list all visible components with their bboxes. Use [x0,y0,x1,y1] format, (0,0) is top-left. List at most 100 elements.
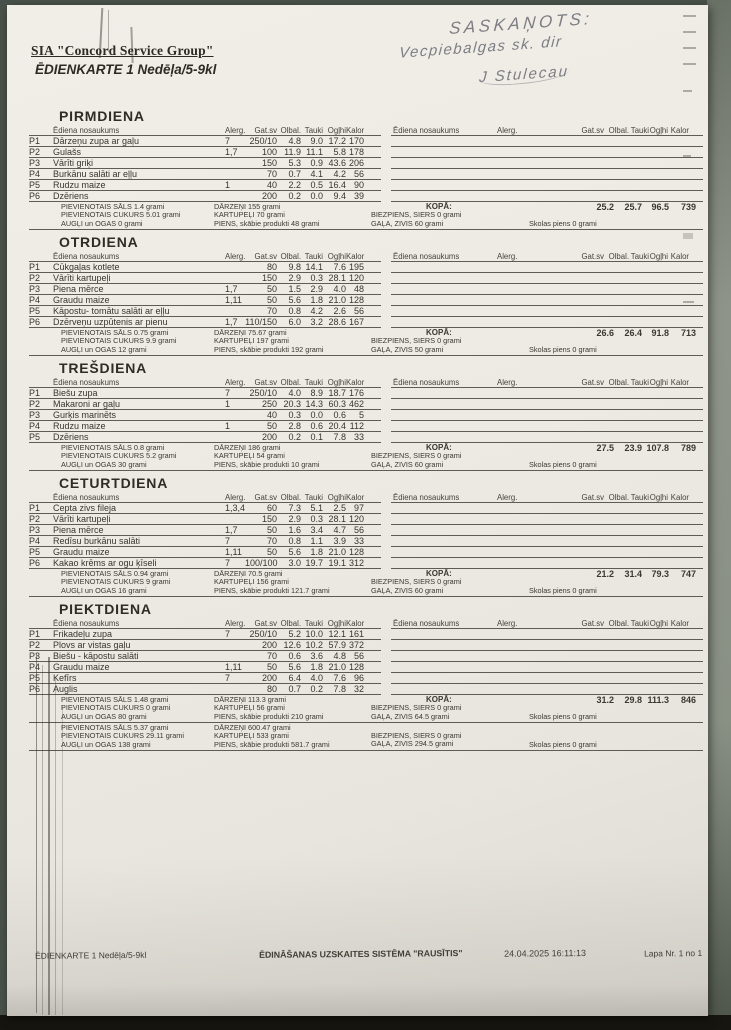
dish-code: P3 [29,409,41,420]
dish-name: Rudzu maize [53,179,106,190]
kopa-column: KOPĀ: BIEZPIENS, SIERS 0 grami GAĻA, ZIVIS… [371,443,462,469]
cell-alerg: 1,7 [225,524,238,535]
cell-oglhi: 7.6 [333,672,346,683]
cell-gatsv: 70 [266,650,277,661]
scan-shadow [7,856,708,1016]
cell-olbal: 6.0 [288,316,301,327]
col-header-kalor: Kalor [346,125,365,135]
dish-name: Vārīti kartupeļi [53,513,111,524]
cell-olbal: 20.3 [283,398,301,409]
cell-oglhi: 9.4 [333,190,346,201]
col-header-name: Ēdiena nosaukums [53,125,120,135]
scan-artifact [683,155,691,157]
col-header-name: Ēdiena nosaukums [393,618,460,628]
summary-line: AUGĻI un OGAS 138 grami [61,739,151,749]
col-header-tauki: Tauki [304,125,323,135]
cell-oglhi: 17.2 [328,135,346,146]
table-right-half: Ēdiena nosaukums Alerg. Gat.sv Olbal. Tauki O… [391,618,703,695]
dish-code: P2 [29,146,41,157]
table-row: P6 Auglis 80 0.7 0.2 7.8 32 [29,684,381,695]
table-row: P2 Vārīti kartupeļi 150 2.9 0.3 28.1 120 [29,273,381,284]
col-header-olbal: Olbal. [280,618,301,628]
cell-gatsv: 50 [266,661,277,672]
cell-kalor: 56 [353,650,364,661]
summary-line: PIEVIENOTAIS SĀLS 1.48 grami [61,695,169,704]
col-header-alerg: Alerg. [497,618,518,628]
summary-line: PIEVIENOTAIS CUKURS 9.9 grami [61,336,177,346]
empty-row [391,503,703,514]
cell-tauki: 0.3 [310,272,323,283]
empty-row [391,191,703,202]
summary-line: GAĻA, ZIVIS 60 grami [371,459,444,469]
cell-tauki: 0.5 [310,179,323,190]
cell-kalor: 178 [348,146,364,157]
day-total-olbal: 26.6 [596,328,614,338]
cell-tauki: 8.9 [310,387,323,398]
col-header-tauki: Tauki [630,125,649,135]
skolas-piens-note: Skolas piens 0 grami [529,219,597,228]
col-header-kalor: Kalor [670,125,689,135]
additives-column: PIEVIENOTAIS SĀLS 0.75 grami PIEVIENOTAIS… [61,328,221,354]
cell-tauki: 14.3 [305,398,323,409]
empty-row [391,629,703,640]
cell-gatsv: 100 [261,146,277,157]
dish-code: P4 [29,420,41,431]
cell-gatsv: 60 [266,502,277,513]
summary-line: PIENS, skābie produkti 192 grami [214,344,324,354]
scan-artifact [683,31,696,33]
col-header-oglhi: Ogļhi [649,618,668,628]
summary-line: PIEVIENOTAIS SĀLS 5.37 grami [61,723,169,732]
day-total-tauki: 25.7 [624,202,642,212]
empty-row [391,169,703,180]
cell-alerg: 1 [225,179,231,190]
col-header-alerg: Alerg. [497,251,518,261]
cell-gatsv: 250/10 [249,628,277,639]
cell-gatsv: 200 [261,431,277,442]
cell-tauki: 1.8 [310,546,323,557]
col-header-olbal: Olbal. [280,251,301,261]
cell-gatsv: 150 [261,513,277,524]
dish-name: Biešu zupa [53,387,98,398]
table-left-half: Ēdiena nosaukums Alerg. Gat.sv Olbal. Tauki O… [29,251,381,328]
cell-gatsv: 70 [266,305,277,316]
dish-code: P2 [29,639,41,650]
cell-olbal: 0.7 [288,168,301,179]
col-header-gatsv: Gat.sv [254,618,277,628]
dish-code: P1 [29,135,41,146]
cell-kalor: 128 [348,294,364,305]
table-left-half: Ēdiena nosaukums Alerg. Gat.sv Olbal. Tauki O… [29,492,381,569]
table-header-row: Ēdiena nosaukums Alerg. Gat.sv Olbal. Tauki O… [29,377,381,388]
summary-line: PIEVIENOTAIS SĀLS 1.4 grami [61,202,165,211]
empty-row [391,273,703,284]
cell-kalor: 312 [348,557,364,568]
cell-alerg: 1,7 [225,283,238,294]
summary-line: PIEVIENOTAIS SĀLS 0.8 grami [61,443,165,452]
summary-line: BIEZPIENS, SIERS 0 grami [371,451,462,461]
table-row: P5 Kefīrs 7 200 6.4 4.0 7.6 96 [29,673,381,684]
cell-olbal: 0.8 [288,305,301,316]
col-header-kalor: Kalor [346,492,365,502]
dish-name: Plovs ar vistas gaļu [53,639,131,650]
cell-alerg: 7 [225,672,231,683]
table-row: P4 Graudu maize 1,11 50 5.6 1.8 21.0 128 [29,662,381,673]
col-header-tauki: Tauki [304,377,323,387]
cell-kalor: 39 [353,190,364,201]
additives-column: PIEVIENOTAIS SĀLS 1.4 grami PIEVIENOTAIS … [61,202,221,228]
col-header-gatsv: Gat.sv [254,492,277,502]
col-header-gatsv: Gat.sv [254,377,277,387]
summary-line: KARTUPEĻI 533 grami [214,731,289,741]
table-row: P5 Graudu maize 1,11 50 5.6 1.8 21.0 128 [29,547,381,558]
cell-oglhi: 16.4 [328,179,346,190]
scan-artifact [683,63,696,65]
document-title: ĒDIENKARTE 1 Nedēļa/5-9kl [35,62,217,77]
table-header-row: Ēdiena nosaukums Alerg. Gat.sv Olbal. Tauki O… [391,377,703,388]
col-header-gatsv: Gat.sv [581,618,604,628]
cell-tauki: 0.6 [310,420,323,431]
day-total-olbal: 21.2 [596,569,614,579]
table-right-half: Ēdiena nosaukums Alerg. Gat.sv Olbal. Tauki O… [391,492,703,569]
ingredients-column: DĀRZEŅI 75.67 grami KARTUPEĻI 197 grami PI… [214,328,324,354]
dish-code: P3 [29,157,41,168]
skolas-piens-note: Skolas piens 0 grami [529,586,597,595]
cell-kalor: 161 [348,628,364,639]
day-total-oglhi: 79.3 [651,569,669,579]
